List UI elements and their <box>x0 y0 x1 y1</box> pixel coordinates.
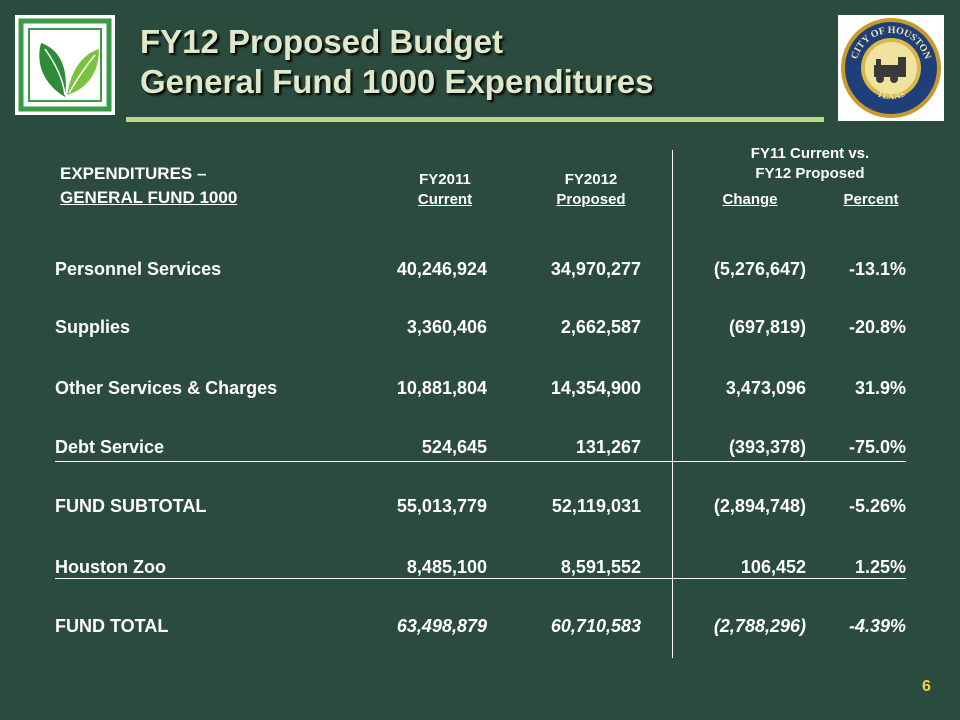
row-fy11-value: 10,881,804 <box>396 378 487 398</box>
row-label: Personnel Services <box>55 259 222 279</box>
leaf-logo-icon <box>18 18 112 112</box>
table-row: FUND SUBTOTAL 55,013,779 52,119,031 (2,8… <box>0 493 960 519</box>
section-label: EXPENDITURES – GENERAL FUND 1000 <box>60 162 237 210</box>
col-header-fy11-line-1: FY2011 <box>419 171 471 188</box>
row-fy12-value: 131,267 <box>575 437 641 457</box>
col-header-fy12-line-1: FY2012 <box>564 171 618 188</box>
row-label: Other Services & Charges <box>55 378 278 398</box>
leaf-logo <box>15 15 115 115</box>
group-header-comparison: FY11 Current vs. FY12 Proposed <box>700 144 920 184</box>
table-row: Supplies 3,360,406 2,662,587 (697,819) -… <box>0 314 960 340</box>
page-title: FY12 Proposed Budget General Fund 1000 E… <box>140 22 654 102</box>
col-header-fy11: FY2011 Current <box>395 170 495 210</box>
row-percent-value: 1.25% <box>854 557 906 577</box>
total-divider <box>55 578 906 579</box>
row-label: FUND TOTAL <box>55 616 169 636</box>
row-change-value: 106,452 <box>740 557 806 577</box>
column-divider <box>672 150 673 658</box>
row-label: Houston Zoo <box>55 557 166 577</box>
row-fy11-value: 40,246,924 <box>396 259 487 279</box>
row-change-value: (697,819) <box>728 317 806 337</box>
city-of-houston-seal-icon: CITY OF HOUSTON TEXAS <box>841 18 941 118</box>
group-header-line-2: FY12 Proposed <box>755 165 865 182</box>
section-label-line-2: GENERAL FUND 1000 <box>60 188 238 207</box>
table-row: Houston Zoo 8,485,100 8,591,552 106,452 … <box>0 554 960 580</box>
subtotal-divider <box>55 461 906 462</box>
page-number: 6 <box>922 678 931 695</box>
row-percent-value: -5.26% <box>848 496 906 516</box>
row-percent-value: 31.9% <box>854 378 906 398</box>
city-seal: CITY OF HOUSTON TEXAS <box>838 15 944 121</box>
row-fy12-value: 14,354,900 <box>550 378 641 398</box>
title-line-2: General Fund 1000 Expenditures <box>140 63 654 100</box>
row-fy12-value: 60,710,583 <box>550 616 641 636</box>
table-row: Personnel Services 40,246,924 34,970,277… <box>0 256 960 282</box>
row-fy11-value: 524,645 <box>421 437 487 457</box>
col-header-fy11-line-2: Current <box>417 191 473 208</box>
group-header-line-1: FY11 Current vs. <box>750 145 870 162</box>
col-header-fy12-line-2: Proposed <box>556 191 626 208</box>
row-label: Supplies <box>55 317 131 337</box>
col-header-fy12: FY2012 Proposed <box>536 170 646 210</box>
svg-text:TEXAS: TEXAS <box>876 88 907 101</box>
row-fy12-value: 2,662,587 <box>560 317 641 337</box>
row-change-value: 3,473,096 <box>725 378 806 398</box>
row-fy11-value: 55,013,779 <box>396 496 487 516</box>
row-change-value: (2,894,748) <box>713 496 806 516</box>
row-fy11-value: 8,485,100 <box>406 557 487 577</box>
table-row: Debt Service 524,645 131,267 (393,378) -… <box>0 434 960 460</box>
title-underline <box>126 117 824 122</box>
row-percent-value: -75.0% <box>848 437 906 457</box>
row-change-value: (393,378) <box>728 437 806 457</box>
row-label: FUND SUBTOTAL <box>55 496 207 516</box>
row-fy12-value: 8,591,552 <box>560 557 641 577</box>
section-label-line-1: EXPENDITURES – <box>60 164 207 183</box>
table-row: FUND TOTAL 63,498,879 60,710,583 (2,788,… <box>0 613 960 639</box>
row-fy11-value: 3,360,406 <box>406 317 487 337</box>
table-row: Other Services & Charges 10,881,804 14,3… <box>0 375 960 401</box>
row-fy12-value: 52,119,031 <box>551 496 641 516</box>
row-fy11-value: 63,498,879 <box>396 616 487 636</box>
row-change-value: (5,276,647) <box>713 259 806 279</box>
row-label: Debt Service <box>55 437 165 457</box>
row-change-value: (2,788,296) <box>713 616 806 636</box>
col-header-percent: Percent <box>843 191 899 208</box>
row-percent-value: -4.39% <box>848 616 906 636</box>
row-fy12-value: 34,970,277 <box>550 259 641 279</box>
row-percent-value: -13.1% <box>848 259 906 279</box>
col-header-change: Change <box>722 191 778 208</box>
title-line-1: FY12 Proposed Budget <box>140 23 504 60</box>
row-percent-value: -20.8% <box>848 317 906 337</box>
